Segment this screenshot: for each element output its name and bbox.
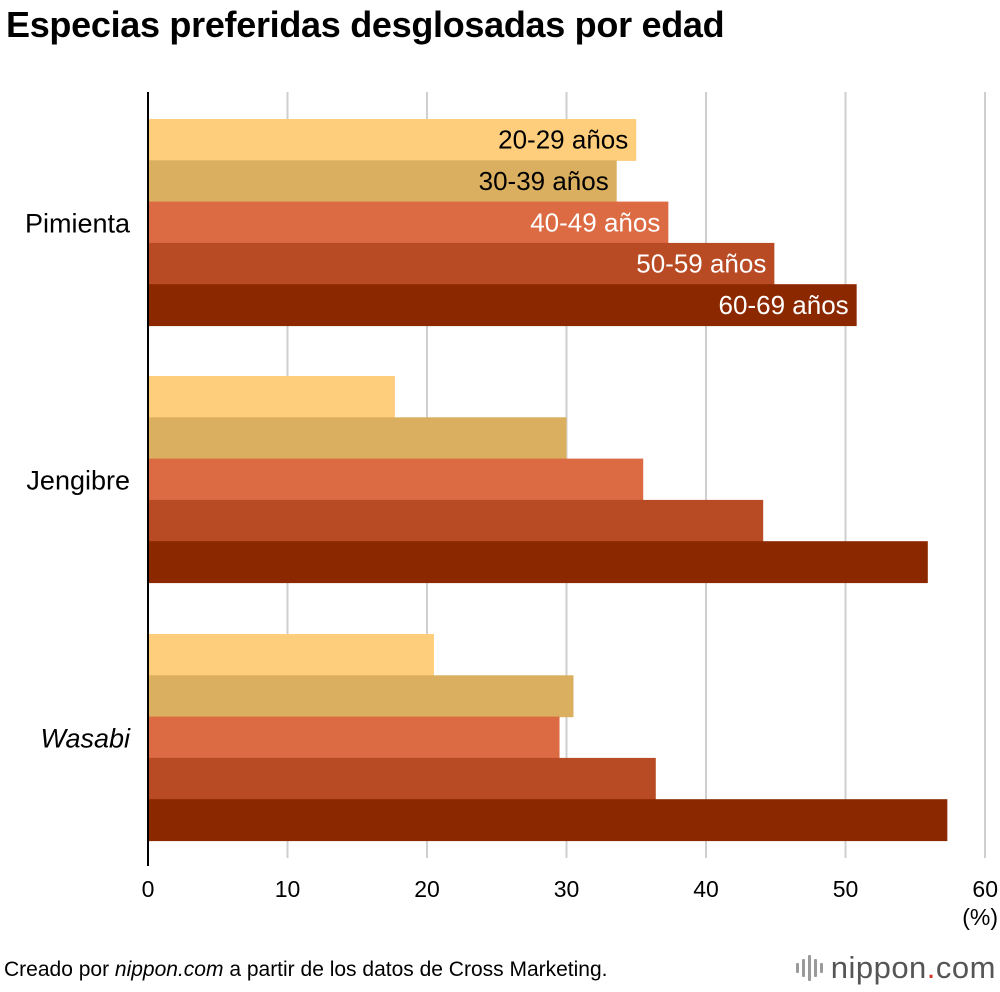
nippon-logo: nippon.com	[795, 950, 996, 986]
bar-jengibre-0	[148, 376, 395, 418]
bar-pimienta-0	[148, 119, 637, 161]
logo-wordmark: nippon.com	[831, 950, 996, 986]
category-labels: Pimienta Jengibre Wasabi	[25, 208, 131, 753]
chart-title: Especias preferidas desglosadas por edad	[6, 4, 725, 45]
bar-jengibre-1	[148, 417, 567, 460]
source-site: nippon.com	[114, 958, 224, 981]
source-note: Creado por nippon.com a partir de los da…	[4, 958, 608, 982]
x-tick-label: 0	[142, 876, 155, 902]
x-tick-label: 10	[275, 876, 301, 902]
x-tick-label: 30	[554, 876, 580, 902]
series-label: 60-69 años	[719, 290, 849, 320]
bar-wasabi-4	[148, 799, 948, 842]
bars: 20-29 años 30-39 años 40-49 años 50-59 años…	[148, 119, 948, 842]
series-label: 30-39 años	[479, 166, 609, 196]
x-axis-unit-label: (%)	[962, 904, 998, 930]
logo-mark-icon	[795, 955, 823, 981]
bar-jengibre-2	[148, 458, 644, 501]
bar-wasabi-2	[148, 716, 560, 759]
bar-wasabi-1	[148, 675, 574, 718]
bar-pimienta-3	[148, 242, 775, 285]
bar-jengibre-3	[148, 499, 764, 542]
category-label: Wasabi	[40, 723, 131, 753]
category-label: Pimienta	[25, 208, 131, 238]
series-label: 40-49 años	[530, 207, 660, 237]
x-tick-label: 50	[833, 876, 859, 902]
source-note-suffix: a partir de los datos de Cross Marketing…	[223, 958, 608, 981]
x-tick-labels: 0 10 20 30 40 50 60	[142, 876, 998, 902]
bar-wasabi-3	[148, 757, 656, 800]
series-label: 20-29 años	[498, 125, 628, 155]
x-tick-label: 60	[972, 876, 998, 902]
bar-pimienta-2	[148, 201, 669, 244]
x-tick-label: 40	[693, 876, 719, 902]
series-label: 50-59 años	[636, 249, 766, 279]
bar-wasabi-0	[148, 634, 434, 676]
logo-dot: .	[926, 950, 936, 985]
bar-pimienta-4	[148, 284, 857, 327]
category-label: Jengibre	[26, 465, 130, 495]
source-note-prefix: Creado por	[4, 958, 115, 981]
bar-pimienta-1	[148, 160, 617, 203]
bar-jengibre-4	[148, 541, 928, 584]
logo-name: nippon	[830, 950, 927, 985]
logo-tld: com	[935, 950, 996, 985]
x-tick-label: 20	[414, 876, 440, 902]
